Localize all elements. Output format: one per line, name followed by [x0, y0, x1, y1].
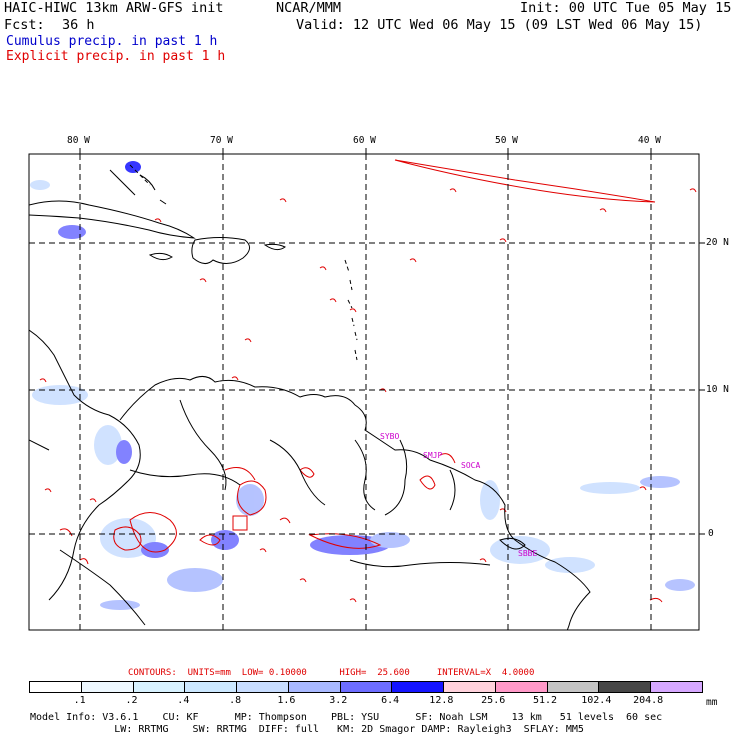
station-label-sbbe: SBBE [518, 549, 538, 558]
colorbar-tick-label: .2 [125, 695, 138, 706]
colorbar-swatch [650, 682, 702, 692]
colorbar-swatch [339, 682, 392, 692]
lon-label-70w: 70 W [210, 135, 233, 146]
station-label-sybo: SYBO [380, 432, 400, 441]
colorbar-swatch [443, 682, 495, 692]
forecast-label: Fcst: [4, 17, 45, 33]
colorbar-ticks: .1 .2 .4 .8 1.6 3.2 6.4 12.8 25.6 51.2 102.4 204.8 [29, 695, 703, 707]
valid-time: Valid: 12 UTC Wed 06 May 15 (09 LST Wed … [296, 17, 703, 33]
lon-label-80w: 80 W [67, 135, 90, 146]
colorbar-swatch [30, 682, 81, 692]
model-title: HAIC-HIWC 13km ARW-GFS init [4, 0, 224, 16]
contours-info: CONTOURS: UNITS=mm LOW= 0.10000 HIGH= 25… [128, 668, 535, 678]
colorbar-tick-label: .4 [177, 695, 190, 706]
colorbar-swatch [494, 682, 547, 692]
map-frame [28, 153, 700, 631]
colorbar-swatch [184, 682, 237, 692]
cumulus-precip-areas [30, 161, 695, 610]
forecast-hour: 36 h [62, 17, 95, 33]
colorbar-tick-label: 3.2 [329, 695, 348, 706]
colorbar-tick-label: 51.2 [532, 695, 558, 706]
org-label: NCAR/MMM [276, 0, 342, 16]
lon-label-40w: 40 W [638, 135, 661, 146]
colorbar-swatch [598, 682, 651, 692]
model-info-line2: LW: RRTMG SW: RRTMG DIFF: full KM: 2D Sm… [30, 724, 584, 735]
colorbar-tick-label: 102.4 [581, 695, 612, 706]
station-box [232, 515, 248, 531]
colorbar-swatch [287, 682, 340, 692]
init-time: Init: 00 UTC Tue 05 May 15 [520, 0, 732, 16]
colorbar-swatch [391, 682, 444, 692]
colorbar-unit: mm [706, 697, 718, 708]
lat-label-10n: 10 N [706, 384, 729, 395]
colorbar-swatch [80, 682, 133, 692]
colorbar-tick-label: 6.4 [381, 695, 400, 706]
lon-label-50w: 50 W [495, 135, 518, 146]
lon-label-60w: 60 W [353, 135, 376, 146]
colorbar-tick-label: 12.8 [429, 695, 454, 706]
colorbar-swatch [236, 682, 288, 692]
lat-label-20n: 20 N [706, 237, 729, 248]
colorbar-tick-label: 1.6 [277, 695, 296, 706]
lat-lon-grid [29, 154, 699, 630]
colorbar [29, 681, 703, 693]
lat-label-0: 0 [708, 528, 714, 539]
cumulus-precip-legend: Cumulus precip. in past 1 h [6, 34, 218, 49]
colorbar-tick-label: 204.8 [633, 695, 664, 706]
station-label-soca: SOCA [461, 461, 481, 470]
colorbar-tick-label: .8 [229, 695, 242, 706]
station-label-smjp: SMJP [423, 451, 443, 460]
coastlines [29, 164, 591, 630]
colorbar-swatch [546, 682, 599, 692]
colorbar-tick-label: .1 [73, 695, 86, 706]
model-info-line1: Model Info: V3.6.1 CU: KF MP: Thompson P… [30, 712, 663, 723]
colorbar-tick-label: 25.6 [481, 695, 506, 706]
colorbar-swatch [132, 682, 185, 692]
explicit-precip-legend: Explicit precip. in past 1 h [6, 49, 226, 64]
